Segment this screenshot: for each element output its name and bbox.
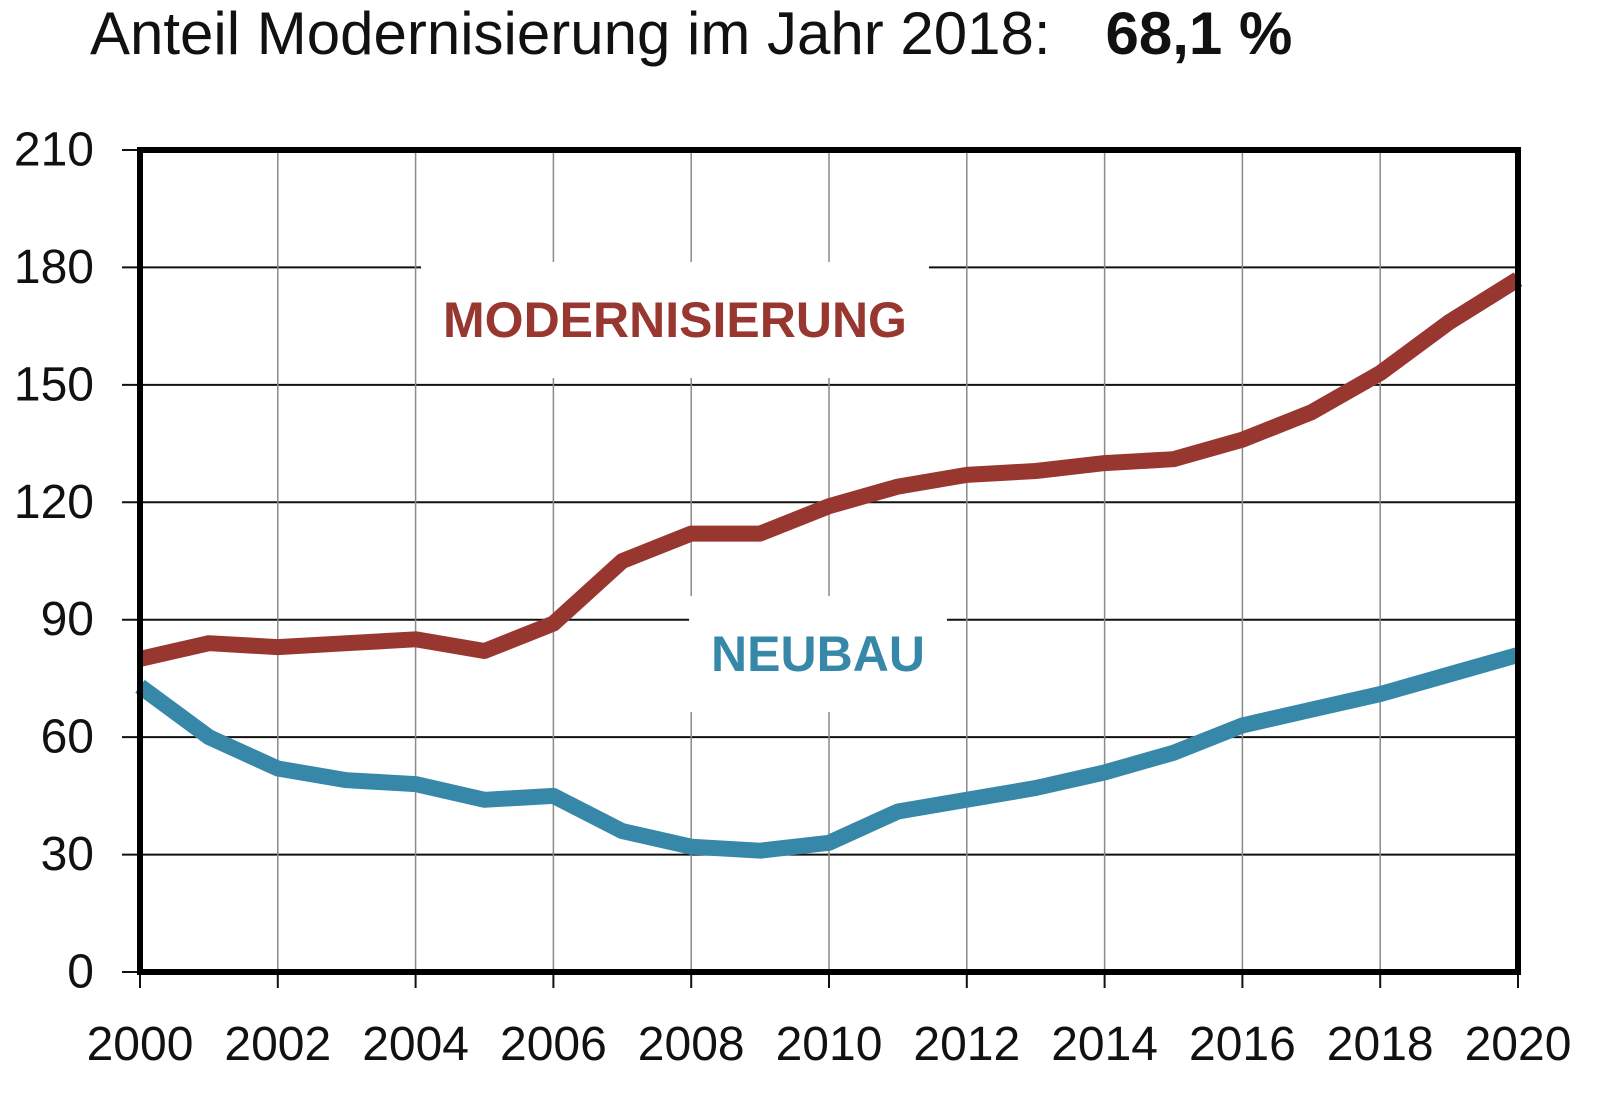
x-tick-label-2016: 2016 <box>1189 1018 1296 1071</box>
x-tick-label-2010: 2010 <box>776 1018 883 1071</box>
y-axis-tick-labels: 0 30 60 90 120 150 180 210 <box>14 124 94 999</box>
x-tick-label-2004: 2004 <box>362 1018 469 1071</box>
chart-title: Anteil Modernisierung im Jahr 2018: 68,1 … <box>90 0 1292 67</box>
y-tick-label-0: 0 <box>67 946 94 999</box>
x-tick-label-2018: 2018 <box>1327 1018 1434 1071</box>
x-tick-label-2020: 2020 <box>1465 1018 1572 1071</box>
x-tick-label-2006: 2006 <box>500 1018 607 1071</box>
x-tick-label-2002: 2002 <box>224 1018 331 1071</box>
y-tick-label-30: 30 <box>41 828 94 881</box>
y-tick-label-120: 120 <box>14 476 94 529</box>
series-label-neubau: NEUBAU <box>711 626 925 682</box>
y-tick-label-60: 60 <box>41 711 94 764</box>
chart-title-text: Anteil Modernisierung im Jahr 2018: <box>90 0 1051 67</box>
chart-title-value: 68,1 % <box>1106 0 1293 67</box>
x-tick-label-2014: 2014 <box>1051 1018 1158 1071</box>
series-lines <box>135 272 1523 859</box>
series-labels: MODERNISIERUNG NEUBAU <box>421 262 947 712</box>
series-label-modernisierung: MODERNISIERUNG <box>443 292 907 348</box>
series-line-modernisierung <box>138 272 1523 667</box>
plot-area-frame <box>137 147 1521 975</box>
y-tick-label-150: 150 <box>14 358 94 411</box>
y-tick-label-210: 210 <box>14 124 94 177</box>
x-tick-label-2012: 2012 <box>913 1018 1020 1071</box>
series-label-background-modernisierung <box>421 262 929 378</box>
x-tick-label-2000: 2000 <box>87 1018 194 1071</box>
series-line-neubau <box>135 647 1521 859</box>
y-tick-label-180: 180 <box>14 241 94 294</box>
x-tick-label-2008: 2008 <box>638 1018 745 1071</box>
y-tick-label-90: 90 <box>41 593 94 646</box>
series-label-background-neubau <box>689 596 947 712</box>
x-axis-tick-labels: 2000 2002 2004 2006 2008 2010 2012 2014 2016 2018… <box>87 1018 1572 1071</box>
